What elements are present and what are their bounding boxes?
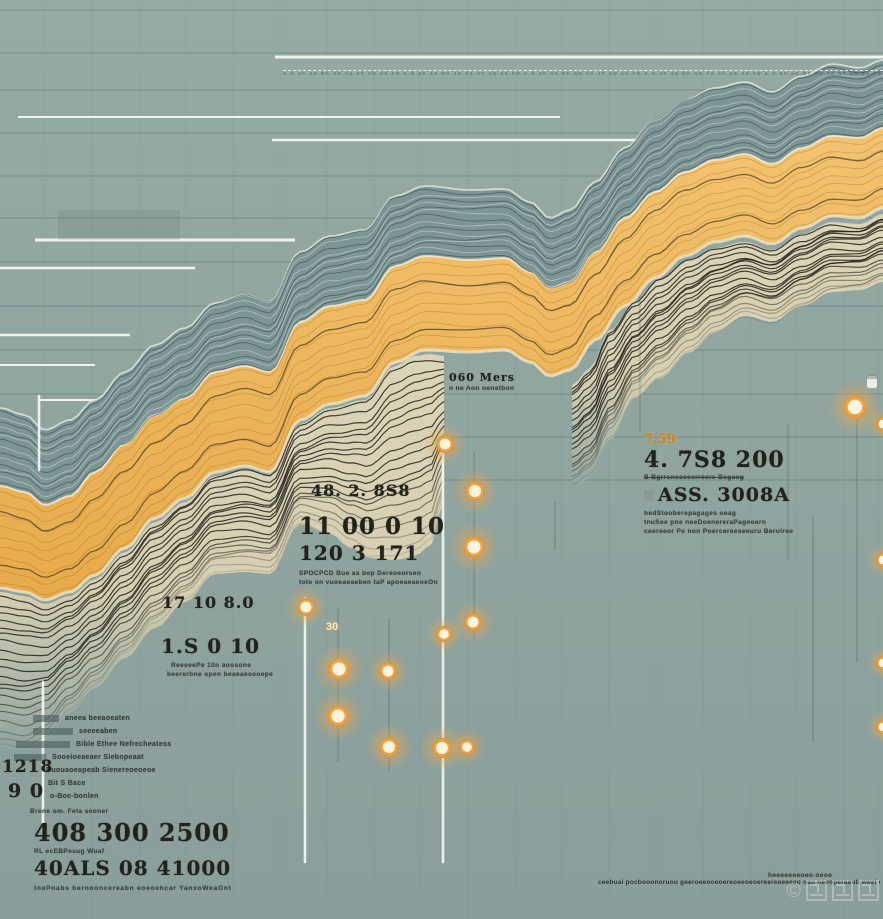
legend-row: Buouaoeapeab Sienereoeoeoe <box>12 764 242 777</box>
value-171080: 17 10 8.0 <box>162 593 255 612</box>
watermark: © <box>786 880 879 901</box>
value-90: 9 0 <box>8 780 45 802</box>
value-ls010: 1.S 0 10 <box>161 634 260 658</box>
value-40als0841000: 40ALS 08 41000 <box>34 856 232 880</box>
annotation-block-c: 4. 7S8 200 B Bgrrsneeeeerreere Begeeg AS… <box>644 447 874 536</box>
legend-caption: Brene om. Feta seoner <box>30 808 109 815</box>
caption-e2: tote on vuoeaeaeben taP apoeaeaeoeOn <box>299 579 438 586</box>
watermark-glyph <box>832 880 853 901</box>
value-48-2-8s8: 48. 2. 8S8 <box>311 481 411 500</box>
annotation-block-060: 060 Mers n ne Aon oenetbon <box>449 371 589 393</box>
value-4083002500: 408 300 2500 <box>34 818 230 847</box>
legend-block: aneea beeaoeaten seeeeaben Bible Ethee N… <box>12 712 242 816</box>
caption-j: tnePnabs bernooncereabn eoeoehcar YanxoW… <box>34 885 232 892</box>
caption-c1: hedStooberepagages oeag <box>644 510 737 517</box>
legend-row: Sooeioeaeaer Siebopeaat <box>12 751 242 764</box>
watermark-glyph <box>806 880 827 901</box>
legend-bar <box>33 715 59 722</box>
watermark-glyph <box>858 880 879 901</box>
value-1218: 1218 <box>2 757 54 777</box>
legend-bar <box>16 741 70 748</box>
legend-label: aneea beeaoeaten <box>65 715 131 722</box>
legend-label: o-Boe-bonlen <box>50 793 99 800</box>
caption-e1: SPOCPCD Bue as bep Dereoeorsen <box>299 570 422 577</box>
value-1203171: 120 3 171 <box>299 541 420 565</box>
value-060: 060 Mers <box>449 371 515 384</box>
tick-text: a.w.an.aa.wn.aw.na.an.aw.aa.nw.a.w.an.aa… <box>283 71 883 77</box>
glowing-label-30: 30 <box>326 621 339 633</box>
dashed-tick-row: a.w.an.aa.wn.aw.na.an.aw.aa.nw.a.w.an.aa… <box>283 70 883 77</box>
value-758200: 4. 7S8 200 <box>644 447 785 473</box>
legend-row: Bit S Bace <box>12 777 242 790</box>
legend-label: Bit S Bace <box>48 780 86 787</box>
annotation-block-e: 11 00 0 10 120 3 171 SPOCPCD Bue as bep … <box>299 513 489 587</box>
caption-j-small: RL ecEBPesug Wuaf <box>34 848 105 855</box>
caption-c3: ceereeor Pe non Poercereeseeuru Berulree <box>644 528 794 535</box>
legend-label: Bible Ethee Nefrecheatess <box>76 741 172 748</box>
caption-g1: ReeeeePe 10n aoosone <box>171 662 252 669</box>
caption-c2: tnuSee pne neeDoenereraPageoern <box>644 519 767 526</box>
legend-bar <box>14 754 46 761</box>
bottom-right-text-line: ceebuai pocbooonoruou geeroeeooeoereoeeo… <box>598 879 880 886</box>
bottom-right-small-text: heeeeeeeoeo oeoe <box>768 872 833 879</box>
annotation-block-g: 1.S 0 10 ReeeeePe 10n aoosone beererbne … <box>161 634 351 679</box>
caption-060: n ne Aon oenetbon <box>449 385 515 392</box>
value-1100010: 11 00 0 10 <box>299 513 446 540</box>
legend-row: o-Boe-bonlen <box>12 790 242 803</box>
document-icon <box>867 374 877 388</box>
value-ass3008a: ASS. 3008A <box>644 484 874 506</box>
legend-row: seeeeaben <box>12 725 242 738</box>
legend-row: Bible Ethee Nefrecheatess <box>12 738 242 751</box>
legend-label: Buouaoeapeab Sienereoeoeoe <box>46 767 156 774</box>
caption-g2: beererbne open beaeaeoeoepe <box>167 671 274 678</box>
badge-759: 7.59 <box>644 432 676 447</box>
legend-bar <box>33 728 73 735</box>
legend-row: aneea beeaoeaten <box>12 712 242 725</box>
legend-label: Sooeioeaeaer Siebopeaat <box>52 754 144 761</box>
copyright-icon: © <box>786 879 801 902</box>
caption-strike: B Bgrrsneeeeerreere Begeeg <box>644 474 745 481</box>
legend-label: seeeeaben <box>79 728 118 735</box>
marker-square <box>644 490 654 501</box>
gray-panel <box>58 210 180 240</box>
annotation-block-j: 408 300 2500 RL ecEBPesug Wuaf 40ALS 08 … <box>34 818 354 893</box>
